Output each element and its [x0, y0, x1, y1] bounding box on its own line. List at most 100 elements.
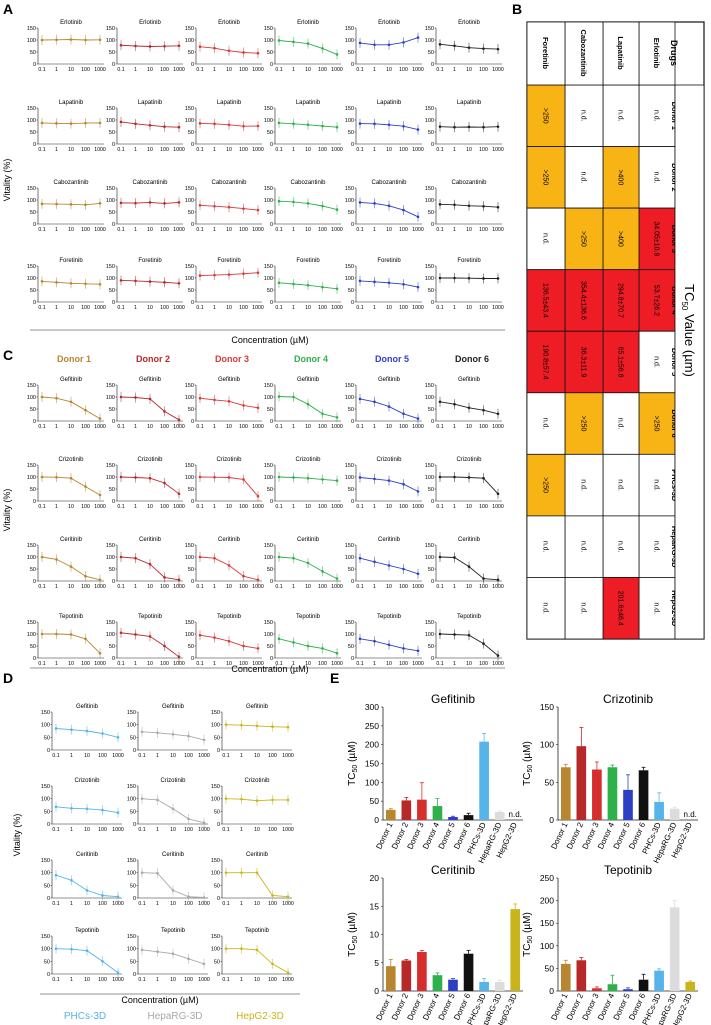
- data-point: [335, 479, 339, 482]
- x-tick-label: 100: [81, 424, 90, 430]
- x-tick-label: 1000: [252, 504, 264, 510]
- x-tick-label: 1: [453, 147, 456, 153]
- data-point: [119, 43, 123, 47]
- cell-value: >250: [542, 169, 549, 185]
- y-tick-label: 100: [41, 723, 50, 729]
- data-point: [438, 555, 442, 559]
- data-point: [202, 962, 206, 966]
- data-point: [256, 578, 260, 582]
- x-tick-label: 0.1: [138, 753, 145, 759]
- plot-title: Tepotinib: [161, 928, 186, 934]
- table-cell: [526, 453, 566, 517]
- tc-unit: (µM): [522, 912, 533, 936]
- data-point: [98, 578, 102, 582]
- y-tick-label: 150: [264, 186, 273, 192]
- data-point: [198, 396, 202, 400]
- bar: [654, 970, 664, 991]
- y-tick-label: 150: [345, 106, 354, 112]
- table-cell: [602, 207, 640, 271]
- y-tick-label: 100: [425, 198, 434, 204]
- data-point: [256, 406, 260, 410]
- x-tick-label: 0.1: [196, 661, 203, 667]
- y-tick-label: 100: [127, 947, 136, 953]
- data-point: [119, 120, 123, 124]
- y-tick-label: 150: [345, 26, 354, 32]
- data-point: [40, 202, 44, 206]
- x-tick-label: 10: [147, 147, 153, 153]
- table-cell: [638, 269, 676, 332]
- table-cell: [564, 330, 604, 394]
- x-tick-label: 0.1: [222, 901, 229, 907]
- x-tick-label: 1: [70, 753, 73, 759]
- y-tick-label: 150: [27, 264, 36, 270]
- data-point: [467, 406, 471, 410]
- y-axis-title: Vitality (%): [12, 814, 22, 857]
- data-point: [416, 36, 420, 39]
- data-point: [227, 49, 231, 53]
- data-point: [202, 821, 206, 825]
- x-tick-label: 1: [70, 977, 73, 983]
- x-tick-label: 1: [213, 147, 216, 153]
- y-tick-label: 0: [33, 419, 36, 425]
- x-tick-label: 0.1: [436, 147, 443, 153]
- x-tick-label: 100: [479, 504, 488, 510]
- cell-value: 190.8±57.4: [542, 345, 549, 380]
- cell-value: n.d.: [617, 110, 624, 122]
- x-tick-label: 10: [147, 504, 153, 510]
- data-point: [482, 476, 485, 480]
- plot-c-3-1: Tepotinib 0 50 100 150 0.1 1 10 100 1000: [106, 614, 185, 667]
- plot-title: Ceritinib: [246, 852, 269, 858]
- y-tick-label: 100: [540, 941, 554, 951]
- y-tick-label: 50: [428, 567, 434, 573]
- data-point: [438, 203, 442, 206]
- y-tick-label: 150: [264, 543, 273, 549]
- y-tick-label: 50: [428, 288, 434, 294]
- data-point: [224, 947, 228, 950]
- data-point: [438, 400, 442, 404]
- data-point: [224, 723, 228, 726]
- data-point: [84, 408, 87, 412]
- data-point: [148, 562, 152, 566]
- table-cell: [564, 453, 604, 517]
- data-point: [69, 122, 73, 125]
- data-point: [242, 124, 245, 128]
- y-tick-label: 20: [370, 873, 380, 883]
- plot-title: Tepotinib: [138, 614, 163, 620]
- x-tick-label: 0.1: [117, 67, 124, 73]
- y-tick-label: 150: [425, 543, 434, 549]
- plot-title: Ceritinib: [139, 537, 162, 543]
- bar: [463, 815, 474, 820]
- x-tick-label: 10: [466, 424, 472, 430]
- donor-header: Donor 1: [57, 354, 91, 364]
- y-tick-label: 100: [127, 723, 136, 729]
- x-tick-label: 0.1: [275, 584, 282, 590]
- x-tick-label: 1000: [94, 227, 106, 233]
- plot-d-0-2: Gefitinib 0 50 100 150 0.1 1 10 100 1000: [211, 704, 294, 759]
- x-tick-label: 10: [147, 305, 153, 311]
- data-point: [156, 731, 159, 735]
- row-label: Donor 6: [670, 409, 679, 437]
- data-point: [119, 631, 123, 635]
- plot-c-1-0: Crizotinib 0 50 100 150 0.1 1 10 100 1000: [27, 457, 106, 510]
- x-tick-label: 0.1: [117, 424, 124, 430]
- cell-value: n.d.: [653, 602, 660, 614]
- y-tick-label: 100: [264, 475, 273, 481]
- data-point: [54, 873, 58, 877]
- x-tick-label: 10: [466, 661, 472, 667]
- data-point: [84, 485, 87, 488]
- data-point: [416, 490, 420, 493]
- x-tick-label: 1: [55, 227, 58, 233]
- y-tick-label: 100: [27, 475, 36, 481]
- plot-a-2-3: Cabozantinib 0 50 100 150 0.1 1 10 100 1000: [264, 180, 343, 233]
- x-tick-label: 10: [147, 227, 153, 233]
- data-point: [171, 952, 175, 956]
- y-tick-label: 150: [425, 186, 434, 192]
- cell-value: n.d.: [653, 171, 660, 183]
- x-tick-label: 1: [292, 504, 295, 510]
- data-point: [321, 478, 324, 481]
- plot-c-2-5: Ceritinib 0 50 100 150 0.1 1 10 100 1000: [425, 537, 504, 590]
- y-tick-label: 0: [217, 822, 220, 828]
- y-tick-label: 100: [27, 276, 36, 282]
- y-tick-label: 150: [425, 26, 434, 32]
